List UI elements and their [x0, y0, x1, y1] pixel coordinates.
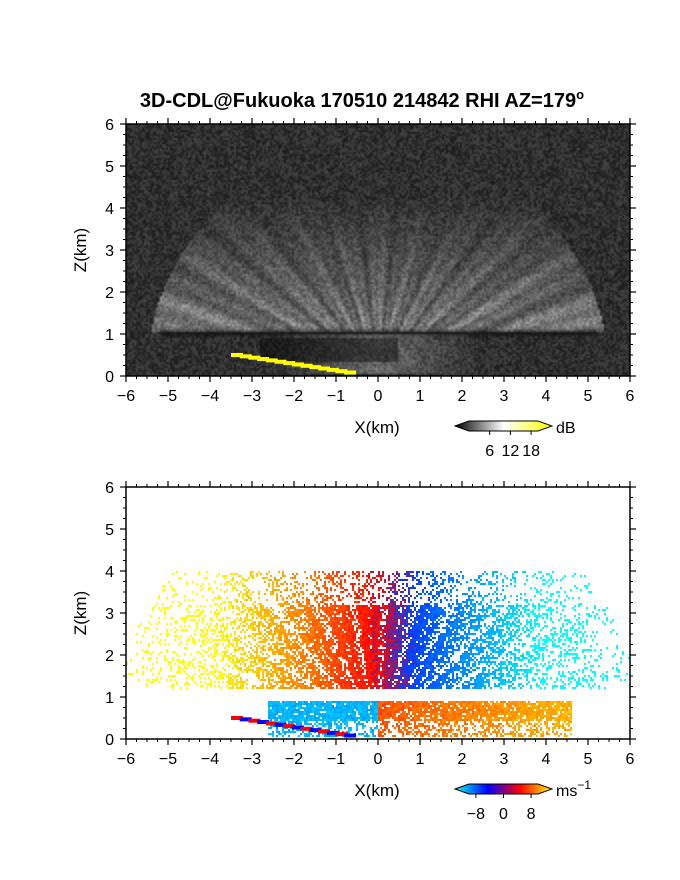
x-tick-label: 1	[416, 751, 425, 768]
y-tick-label: 3	[105, 606, 114, 623]
velocity-panel: −6 −5 −4 −3 −2 −1 0 1 2 3 4 5 6 0 1 2 3 4 5 6 X(km) Z(km) −…	[71, 480, 636, 823]
y-tick-label: 2	[105, 648, 114, 665]
y-tick-label: 5	[105, 159, 114, 176]
ground-echo-segment	[248, 355, 261, 360]
y-tick-label: 6	[105, 480, 114, 497]
x-tick-label: 5	[584, 388, 593, 405]
x-tick-label: −4	[201, 388, 219, 405]
colorbar-tick-label: 0	[499, 806, 508, 823]
colorbar-bar	[453, 420, 554, 432]
colorbar-unit-text: ms	[556, 783, 577, 800]
x-tick-label: 5	[584, 751, 593, 768]
intensity-image	[126, 124, 630, 376]
x-tick-label: 4	[542, 388, 551, 405]
x-tick-label: −1	[327, 388, 345, 405]
ground-echo-segment	[318, 729, 330, 734]
ground-echo-segment	[300, 726, 313, 731]
ground-echo-segment	[300, 363, 313, 368]
y-tick-label: 4	[105, 564, 114, 581]
velocity-colorbar: −8 0 8 ms−1	[453, 778, 591, 823]
x-tick-label: −1	[327, 751, 345, 768]
ground-echo-segment	[291, 362, 304, 367]
x-tick-label: −4	[201, 751, 219, 768]
x-tick-label: −2	[285, 751, 303, 768]
ground-echo-segment	[265, 358, 278, 363]
colorbar-bar	[453, 783, 554, 795]
ground-echo-segment	[248, 718, 261, 723]
ground-echo-segment	[291, 725, 304, 730]
velocity-image	[126, 487, 630, 739]
velocity-ylabel: Z(km)	[71, 591, 90, 635]
colorbar-unit-text: dB	[556, 420, 576, 437]
ground-echo-segment	[231, 716, 243, 720]
ground-echo-segment	[335, 732, 348, 737]
colorbar-unit: dB	[556, 420, 576, 437]
intensity-ticks: −6 −5 −4 −3 −2 −1 0 1 2 3 4 5 6 0 1 2 3 4 5 6	[105, 117, 636, 405]
colorbar-unit-superscript: −1	[577, 778, 591, 792]
ground-echo-segment	[309, 728, 322, 733]
x-tick-label: −3	[243, 751, 261, 768]
y-tick-label: 2	[105, 285, 114, 302]
x-tick-label: −2	[285, 388, 303, 405]
ground-echo-segment	[257, 720, 270, 725]
intensity-raster	[126, 124, 630, 376]
y-tick-label: 5	[105, 522, 114, 539]
intensity-xlabel: X(km)	[354, 418, 399, 437]
x-tick-label: 6	[626, 388, 635, 405]
velocity-ticks: −6 −5 −4 −3 −2 −1 0 1 2 3 4 5 6 0 1 2 3 4 5 6	[105, 480, 636, 768]
figure-title: 3D-CDL@Fukuoka 170510 214842 RHI AZ=179o	[140, 87, 584, 112]
ground-echo-segment	[309, 365, 322, 370]
ground-echo-segment	[318, 366, 330, 371]
intensity-colorbar: 6 12 18 dB	[453, 420, 576, 460]
ground-echo-segment	[274, 359, 287, 364]
x-tick-label: −6	[117, 388, 135, 405]
x-tick-label: −5	[159, 751, 177, 768]
colorbar-tick-label: 18	[522, 443, 540, 460]
ground-echo-segment	[231, 353, 243, 357]
ground-echo-segment	[326, 730, 339, 735]
colorbar-tick-label: 12	[502, 443, 520, 460]
ground-echo-segment	[326, 367, 339, 372]
x-tick-label: 3	[500, 751, 509, 768]
velocity-xlabel: X(km)	[354, 781, 399, 800]
figure-title-text: 3D-CDL@Fukuoka 170510 214842 RHI AZ=179	[140, 90, 576, 112]
ground-echo-segment	[344, 733, 357, 738]
ground-echo-segment	[239, 717, 252, 722]
x-tick-label: 0	[374, 388, 383, 405]
y-tick-label: 1	[105, 327, 114, 344]
ground-echo-segment	[344, 370, 357, 375]
ground-echo-segment	[265, 721, 278, 726]
x-tick-label: −3	[243, 388, 261, 405]
y-tick-label: 3	[105, 243, 114, 260]
x-tick-label: 2	[458, 751, 467, 768]
ground-echo-segment	[239, 354, 252, 359]
colorbar-unit: ms−1	[556, 778, 591, 800]
ground-echo-segment	[335, 369, 348, 374]
x-tick-label: 4	[542, 751, 551, 768]
colorbar-tick-label: −8	[467, 806, 485, 823]
x-tick-label: 1	[416, 388, 425, 405]
x-tick-label: −6	[117, 751, 135, 768]
x-tick-label: 3	[500, 388, 509, 405]
y-tick-label: 0	[105, 732, 114, 749]
x-tick-label: 0	[374, 751, 383, 768]
y-tick-label: 4	[105, 201, 114, 218]
ground-echo-segment	[274, 722, 287, 727]
ground-echo-segment	[257, 357, 270, 362]
velocity-raster	[126, 487, 630, 739]
colorbar-tick-label: 6	[485, 443, 494, 460]
intensity-ylabel: Z(km)	[71, 228, 90, 272]
colorbar-tick-label: 8	[527, 806, 536, 823]
ground-echo-segment	[283, 724, 296, 729]
y-tick-label: 6	[105, 117, 114, 134]
figure-title-superscript: o	[576, 87, 584, 102]
x-tick-label: 2	[458, 388, 467, 405]
y-tick-label: 0	[105, 369, 114, 386]
y-tick-label: 1	[105, 690, 114, 707]
x-tick-label: −5	[159, 388, 177, 405]
x-tick-label: 6	[626, 751, 635, 768]
ground-echo-segment	[283, 361, 296, 366]
